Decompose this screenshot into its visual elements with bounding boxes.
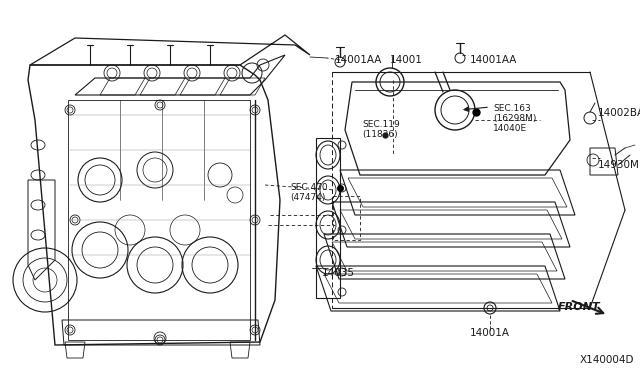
Text: X140004D: X140004D — [580, 355, 634, 365]
Text: FRONT: FRONT — [558, 302, 600, 312]
Text: 14930M: 14930M — [598, 160, 640, 170]
Text: 14001AA: 14001AA — [335, 55, 382, 65]
Text: SEC.163: SEC.163 — [493, 104, 531, 113]
Text: 14035: 14035 — [322, 268, 355, 278]
Text: 14001AA: 14001AA — [470, 55, 517, 65]
Text: (16298M): (16298M) — [493, 114, 536, 123]
Text: (11826): (11826) — [362, 130, 397, 139]
Text: 14001A: 14001A — [470, 328, 510, 338]
Text: SEC.119: SEC.119 — [362, 120, 400, 129]
Text: 14001: 14001 — [390, 55, 423, 65]
Text: 14040E: 14040E — [493, 124, 527, 133]
Text: (47474): (47474) — [290, 193, 325, 202]
Text: 14002BA: 14002BA — [598, 108, 640, 118]
Text: SEC.470: SEC.470 — [290, 183, 328, 192]
